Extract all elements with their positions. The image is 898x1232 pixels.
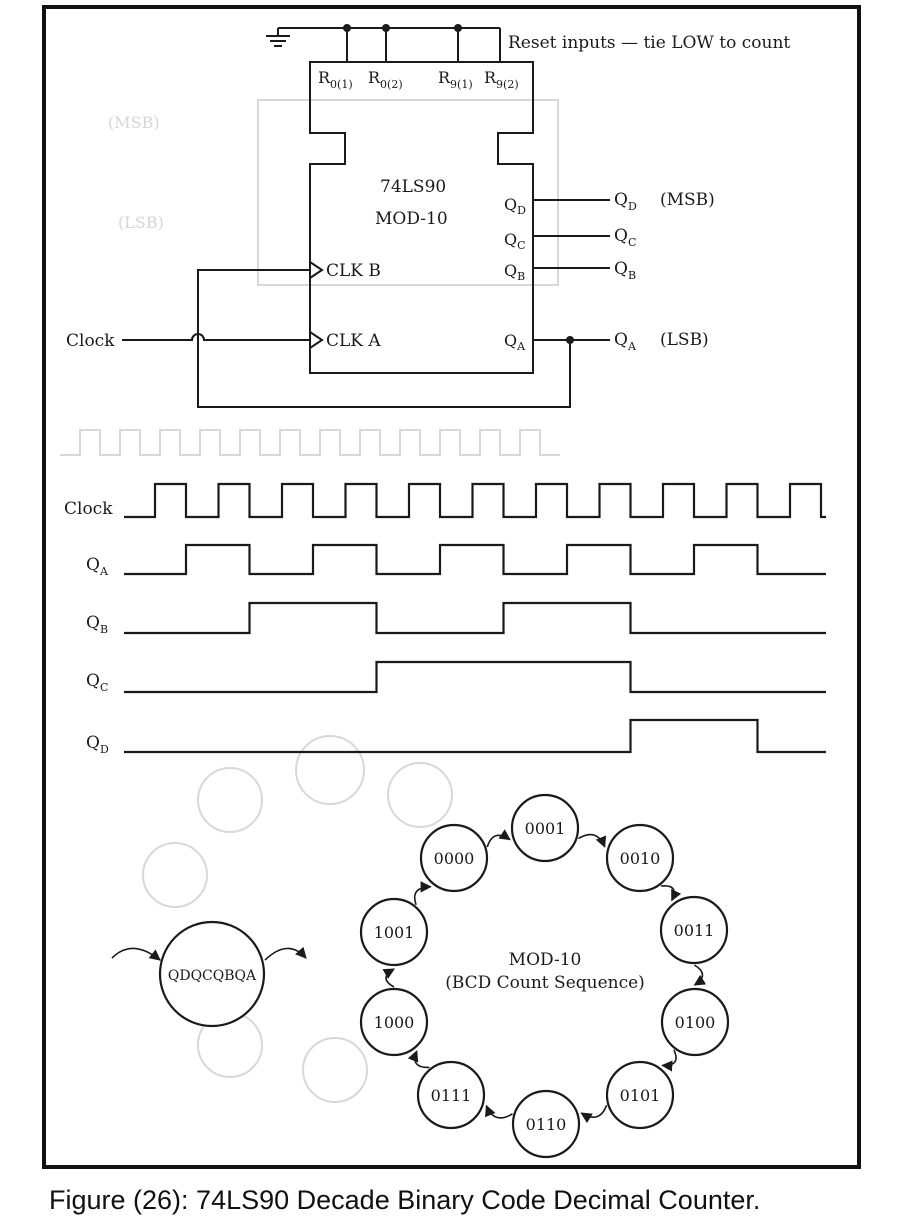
state-value: 0011 bbox=[674, 921, 715, 940]
clk-b-label: CLK B bbox=[326, 261, 381, 281]
state-circle bbox=[359, 897, 429, 967]
state-circle bbox=[605, 1060, 675, 1130]
state-circle bbox=[416, 1060, 486, 1130]
state-transition-arrow bbox=[661, 1049, 677, 1072]
state-diagram: QDQCQBQA MOD-10 (BCD Count Sequence) 000… bbox=[111, 793, 730, 1159]
reset-pin-label: R9(2) bbox=[484, 68, 519, 91]
state-circle bbox=[660, 987, 730, 1057]
state-value: 0100 bbox=[675, 1013, 716, 1032]
state-transition-arrow bbox=[413, 881, 432, 906]
output-note-msb: (MSB) bbox=[660, 190, 715, 210]
state-node-0111: 0111 bbox=[416, 1060, 486, 1130]
chip-74ls90-body bbox=[309, 61, 534, 374]
state-value: 0111 bbox=[431, 1086, 472, 1105]
timing-label-qc: QC bbox=[86, 671, 108, 694]
clk-a-label: CLK A bbox=[326, 331, 381, 351]
timing-label-qd: QD bbox=[86, 733, 109, 756]
clock-input-label: Clock bbox=[66, 331, 115, 351]
state-nodes: 0000 0001 0010 0011 0100 0101 0110 0111 1000 1001 bbox=[359, 793, 730, 1159]
state-transition-arrow bbox=[580, 1105, 608, 1124]
state-node-0011: 0011 bbox=[659, 895, 729, 965]
output-label-qa: QA bbox=[614, 330, 637, 353]
state-circle bbox=[511, 1089, 581, 1159]
chip-output-pin: QC bbox=[504, 230, 526, 252]
state-value: 0010 bbox=[620, 849, 661, 868]
output-label-qb: QB bbox=[614, 259, 636, 282]
state-node-0001: 0001 bbox=[510, 793, 580, 863]
bleed-through-ghost: (MSB) (LSB) bbox=[60, 99, 560, 1103]
state-circle bbox=[359, 987, 429, 1057]
state-circle bbox=[659, 895, 729, 965]
state-value: 1001 bbox=[374, 923, 415, 942]
chip-name: 74LS90 bbox=[380, 177, 446, 197]
state-node-1000: 1000 bbox=[359, 987, 429, 1057]
timing-clock-label: Clock bbox=[64, 499, 113, 519]
chip-output-pin: QA bbox=[504, 331, 526, 353]
state-diagram-title: MOD-10 bbox=[509, 950, 582, 970]
legend-in-arrow bbox=[111, 947, 161, 961]
ground-icon bbox=[266, 28, 290, 47]
qa-waveform bbox=[124, 543, 826, 576]
qb-waveform bbox=[124, 601, 826, 635]
state-transition-arrow bbox=[577, 833, 607, 848]
svg-text:(LSB): (LSB) bbox=[118, 213, 164, 232]
timing-label-qa: QA bbox=[86, 555, 109, 578]
state-node-0000: 0000 bbox=[419, 823, 489, 893]
svg-text:(MSB): (MSB) bbox=[108, 113, 160, 132]
feedback-wire bbox=[197, 269, 571, 408]
state-node-0110: 0110 bbox=[511, 1089, 581, 1159]
reset-pin-label: R0(1) bbox=[318, 68, 353, 91]
output-note-lsb: (LSB) bbox=[660, 330, 709, 350]
junction-dot bbox=[454, 24, 462, 32]
legend-out-arrow bbox=[264, 946, 307, 961]
clk-b-triangle-icon bbox=[309, 261, 324, 279]
legend-state-circle bbox=[158, 920, 266, 1028]
reset-note: Reset inputs — tie LOW to count bbox=[508, 33, 790, 53]
chip-mode: MOD-10 bbox=[375, 209, 448, 229]
output-label-qc: QC bbox=[614, 226, 636, 249]
qc-waveform bbox=[124, 660, 826, 694]
state-circle bbox=[510, 793, 580, 863]
state-value: 1000 bbox=[374, 1013, 415, 1032]
state-value: 0110 bbox=[526, 1115, 567, 1134]
state-transition-arrow bbox=[485, 1104, 513, 1119]
state-circle bbox=[419, 823, 489, 893]
chip-output-pin: QD bbox=[504, 195, 526, 217]
state-value: 0000 bbox=[434, 849, 475, 868]
state-transition-arrow bbox=[660, 885, 682, 902]
clock-waveform bbox=[124, 482, 826, 519]
junction-dot bbox=[343, 24, 351, 32]
state-value: 0101 bbox=[620, 1086, 661, 1105]
state-circle bbox=[605, 823, 675, 893]
timing-diagram: Clock QA QB QC QD bbox=[64, 482, 826, 756]
timing-label-qb: QB bbox=[86, 613, 108, 636]
chip-output-pin: QB bbox=[504, 261, 525, 283]
qd-waveform bbox=[124, 718, 826, 754]
legend-bit-order: QDQCQBQA bbox=[168, 968, 257, 984]
state-node-0101: 0101 bbox=[605, 1060, 675, 1130]
figure-caption: Figure (26): 74LS90 Decade Binary Code D… bbox=[49, 1185, 760, 1215]
counter-schematic: Reset inputs — tie LOW to count R0(1) R0… bbox=[66, 24, 790, 408]
state-transition-arrow bbox=[407, 1050, 430, 1069]
clk-a-triangle-icon bbox=[309, 331, 324, 349]
reset-pin-label: R0(2) bbox=[368, 68, 403, 91]
junction-dot bbox=[382, 24, 390, 32]
state-transition-arrow bbox=[486, 829, 511, 848]
clock-input-wire bbox=[122, 333, 310, 341]
state-diagram-subtitle: (BCD Count Sequence) bbox=[445, 973, 645, 993]
state-value: 0001 bbox=[525, 819, 566, 838]
state-transitions bbox=[382, 829, 707, 1124]
reset-pin-label: R9(1) bbox=[438, 68, 473, 91]
state-node-1001: 1001 bbox=[359, 897, 429, 967]
state-node-0010: 0010 bbox=[605, 823, 675, 893]
state-transition-arrow bbox=[382, 968, 395, 988]
state-transition-arrow bbox=[693, 964, 707, 986]
state-node-0100: 0100 bbox=[660, 987, 730, 1057]
output-label-qd: QD bbox=[614, 190, 637, 213]
